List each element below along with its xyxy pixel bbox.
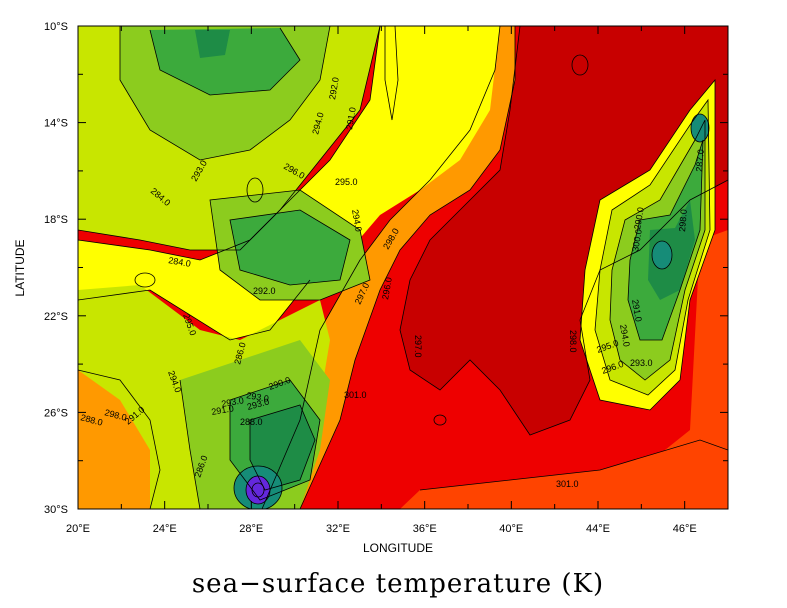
y-tick-label: 14°S (44, 118, 68, 130)
contour-label: 296.0 (380, 276, 394, 300)
contour-label: 293.0 (221, 395, 245, 409)
contour-label: 288.0 (240, 417, 263, 427)
y-axis-title: LATITUDE (13, 239, 27, 296)
contour-label: 291.0 (211, 403, 235, 417)
x-tick-label: 36°E (413, 523, 437, 535)
contour-label: 301.0 (556, 479, 579, 489)
y-tick-label: 10°S (44, 21, 68, 33)
field-orange-red-east (600, 230, 728, 509)
contour-lines (78, 26, 728, 509)
contour-label: 293.0 (246, 390, 270, 404)
contour-label: 291.0 (344, 106, 358, 130)
x-axis-title: LONGITUDE (363, 541, 433, 555)
x-tick-label: 46°E (673, 523, 697, 535)
x-tick-label: 24°E (153, 523, 177, 535)
y-tick-labels: 10°S 14°S 18°S 22°S 26°S 30°S (44, 21, 68, 516)
field-orange-southwest (78, 370, 160, 509)
field-green-north (150, 28, 300, 95)
field-cold-core-blue (246, 476, 270, 504)
contour-label: 294.0 (618, 324, 632, 348)
contour-label: 297.0 (413, 335, 423, 358)
contour-label: 301.0 (344, 390, 367, 400)
field-dark-green-north (195, 30, 230, 58)
x-tick-labels: 20°E 24°E 28°E 32°E 36°E 40°E 44°E 46°E (66, 523, 697, 535)
field-east-teal-core (652, 241, 672, 269)
contour-label: 284.0 (168, 255, 192, 269)
field-orange-red-south (400, 440, 728, 509)
y-tick-label: 22°S (44, 311, 68, 323)
contour-label: 298.0 (568, 330, 578, 353)
x-tick-label: 20°E (66, 523, 90, 535)
contour-label: 291.0 (630, 299, 644, 323)
axis-ticks (77, 25, 728, 510)
y-tick-label: 26°S (44, 407, 68, 419)
contour-label: 290.0 (632, 206, 646, 230)
contour-label: 287.0 (694, 149, 706, 172)
x-tick-label: 44°E (586, 523, 610, 535)
contour-label: 300.0 (630, 228, 644, 252)
y-tick-label: 18°S (44, 214, 68, 226)
contour-label: 295.0 (335, 177, 358, 187)
y-tick-label: 30°S (44, 504, 68, 516)
x-tick-label: 32°E (326, 523, 350, 535)
contour-label: 292.0 (253, 286, 276, 296)
contour-label: 298.0 (677, 209, 689, 232)
contour-label: 292.0 (327, 76, 341, 100)
field-hot-core (400, 26, 728, 435)
contour-label: 294.0 (350, 209, 364, 233)
x-tick-label: 40°E (499, 523, 523, 535)
temperature-field (78, 26, 728, 509)
x-tick-label: 28°E (239, 523, 263, 535)
figure-title: sea−surface temperature (K) (192, 569, 604, 599)
contour-label: 293.0 (630, 358, 653, 368)
field-green-center (230, 210, 350, 285)
